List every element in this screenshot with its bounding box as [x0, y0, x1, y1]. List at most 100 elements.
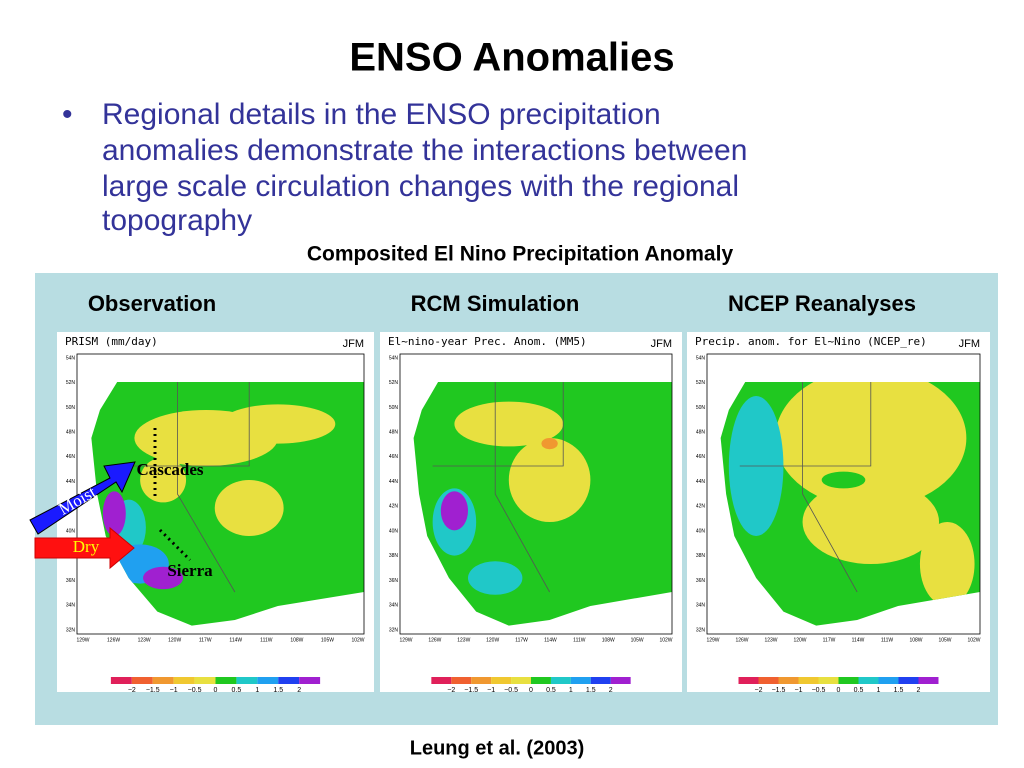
lat-tick-label: 54N — [696, 355, 706, 361]
lon-tick-label: 117W — [515, 637, 528, 643]
colorbar-swatch — [818, 677, 839, 684]
lat-tick-label: 36N — [389, 578, 399, 584]
lon-tick-label: 114W — [229, 637, 242, 643]
colorbar-swatch — [236, 677, 258, 684]
slide-title: ENSO Anomalies — [349, 36, 674, 80]
lon-tick-label: 126W — [107, 637, 120, 643]
bullet-line: topography — [102, 204, 252, 237]
colorbar-label: −1 — [170, 687, 178, 694]
bullet-line: large scale circulation changes with the… — [102, 170, 739, 203]
colorbar-label: 0 — [837, 687, 841, 694]
map-frame — [399, 353, 673, 635]
colorbar-label: 1.5 — [273, 687, 283, 694]
map-frame — [706, 353, 981, 635]
lon-tick-label: 111W — [260, 637, 273, 643]
colorbar-label: 2 — [609, 687, 613, 694]
lon-tick-label: 120W — [793, 637, 806, 643]
lon-tick-label: 129W — [706, 637, 719, 643]
colorbar-label: 2 — [917, 687, 921, 694]
colorbar-label: −0.5 — [812, 687, 826, 694]
lon-tick-label: 126W — [735, 637, 748, 643]
dry-label: Dry — [73, 537, 100, 556]
colorbar-swatch — [299, 677, 321, 684]
lon-tick-label: 105W — [321, 637, 334, 643]
lon-tick-label: 102W — [351, 637, 364, 643]
lat-tick-label: 46N — [66, 454, 76, 460]
colorbar-swatch — [194, 677, 216, 684]
colorbar-label: −0.5 — [188, 687, 202, 694]
lat-tick-label: 34N — [66, 603, 76, 609]
map-season: JFM — [651, 338, 672, 350]
sierra-label: Sierra — [167, 561, 213, 580]
lat-tick-label: 52N — [389, 380, 399, 386]
lat-tick-label: 32N — [66, 627, 76, 633]
lat-tick-label: 46N — [696, 454, 706, 460]
state-borders — [432, 382, 564, 467]
colorbar-label: 0.5 — [232, 687, 242, 694]
moist-arrow — [29, 461, 136, 535]
colorbar-label: −1 — [487, 687, 495, 694]
lat-tick-label: 44N — [66, 479, 76, 485]
map-panel: PRISM (mm/day)JFM54N52N50N48N46N44N42N40… — [57, 332, 374, 694]
colorbar-label: 0 — [529, 687, 533, 694]
colorbar-label: 0 — [214, 687, 218, 694]
colorbar-swatch — [758, 677, 779, 684]
lon-tick-label: 111W — [573, 637, 586, 643]
colorbar-label: −2 — [447, 687, 455, 694]
lat-tick-label: 50N — [696, 405, 706, 411]
lon-tick-label: 126W — [428, 637, 441, 643]
colorbar-label: −2 — [128, 687, 136, 694]
colorbar-swatch — [131, 677, 153, 684]
sierra-dots — [158, 528, 192, 562]
bullet-dot: • — [62, 98, 73, 131]
anomaly-blob — [214, 480, 284, 536]
colorbar-swatch — [878, 677, 899, 684]
map-title: Precip. anom. for El~Nino (NCEP_re) — [695, 335, 927, 348]
anomaly-blob — [143, 566, 184, 590]
lat-tick-label: 34N — [696, 603, 706, 609]
lat-tick-label: 52N — [696, 380, 706, 386]
lon-tick-label: 102W — [967, 637, 980, 643]
lat-tick-label: 36N — [696, 578, 706, 584]
colorbar-label: 1.5 — [894, 687, 904, 694]
colorbar-swatch — [471, 677, 492, 684]
colorbar-label: −1.5 — [464, 687, 478, 694]
lat-tick-label: 54N — [66, 355, 76, 361]
lat-tick-label: 32N — [389, 627, 399, 633]
dry-arrow — [34, 526, 135, 570]
anomaly-blob — [802, 480, 940, 564]
panel-header: NCEP Reanalyses — [728, 291, 916, 316]
lon-tick-label: 111W — [881, 637, 894, 643]
colorbar-swatch — [798, 677, 819, 684]
colorbar-label: 0.5 — [546, 687, 556, 694]
colorbar-swatch — [610, 677, 631, 684]
colorbar-swatch — [898, 677, 919, 684]
lat-tick-label: 34N — [389, 603, 399, 609]
colorbar-label: −0.5 — [504, 687, 518, 694]
figure-caption: Composited El Nino Precipitation Anomaly — [307, 243, 734, 266]
anomaly-blob — [919, 522, 975, 606]
lat-tick-label: 42N — [696, 504, 706, 510]
lon-tick-label: 114W — [852, 637, 865, 643]
panel-header: Observation — [88, 291, 216, 316]
colorbar-label: −1.5 — [772, 687, 786, 694]
colorbar-swatch — [531, 677, 551, 684]
lon-tick-label: 105W — [631, 637, 644, 643]
colorbar-label: 1 — [877, 687, 881, 694]
colorbar-swatch — [838, 677, 859, 684]
lon-tick-label: 105W — [938, 637, 951, 643]
colorbar-swatch — [152, 677, 174, 684]
lon-tick-label: 114W — [544, 637, 557, 643]
lon-tick-label: 123W — [457, 637, 470, 643]
state-borders — [739, 382, 872, 467]
lon-tick-label: 129W — [76, 637, 89, 643]
colorbar-swatch — [431, 677, 452, 684]
colorbar-label: 1 — [255, 687, 259, 694]
citation: Leung et al. (2003) — [410, 737, 585, 759]
anomaly-blob — [454, 401, 564, 447]
map-frame — [76, 353, 365, 635]
map-panel: Precip. anom. for El~Nino (NCEP_re) JFM 54… — [687, 332, 990, 694]
anomaly-blob — [102, 491, 126, 536]
colorbar-label: 0.5 — [854, 687, 864, 694]
